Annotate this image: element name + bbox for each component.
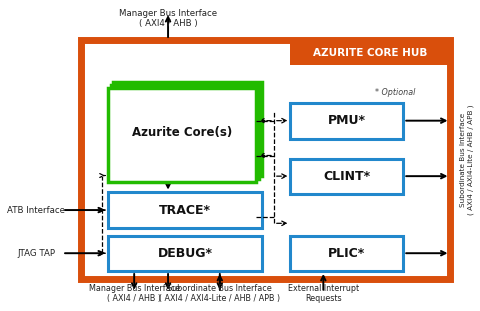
Text: PLIC*: PLIC* <box>328 247 365 260</box>
FancyBboxPatch shape <box>290 40 450 65</box>
FancyBboxPatch shape <box>81 40 450 279</box>
FancyBboxPatch shape <box>113 81 262 175</box>
Text: CLINT*: CLINT* <box>324 170 371 183</box>
FancyBboxPatch shape <box>290 103 403 138</box>
Text: DEBUG*: DEBUG* <box>157 247 213 260</box>
Text: ATB Interface: ATB Interface <box>7 206 65 215</box>
Text: Subordinate Bus Interface
( AXI4 / AXI4-Lite / AHB / APB ): Subordinate Bus Interface ( AXI4 / AXI4-… <box>159 284 280 304</box>
Text: TRACE*: TRACE* <box>159 204 211 216</box>
Text: Azurite Core(s): Azurite Core(s) <box>132 126 232 139</box>
Text: Manager Bus Interface
( AXI4 / AHB ): Manager Bus Interface ( AXI4 / AHB ) <box>119 9 217 29</box>
FancyBboxPatch shape <box>111 85 259 179</box>
Text: Manager Bus Interface
( AXI4 / AHB ): Manager Bus Interface ( AXI4 / AHB ) <box>89 284 180 304</box>
FancyBboxPatch shape <box>108 193 262 228</box>
Text: * Optional: * Optional <box>375 88 416 97</box>
Text: AZURITE CORE HUB: AZURITE CORE HUB <box>313 48 428 58</box>
FancyBboxPatch shape <box>290 159 403 194</box>
FancyBboxPatch shape <box>290 236 403 271</box>
FancyBboxPatch shape <box>108 236 262 271</box>
FancyBboxPatch shape <box>108 88 256 182</box>
Text: Subordinate Bus Interface
( AXI4 / AXI4-Lite / AHB / APB ): Subordinate Bus Interface ( AXI4 / AXI4-… <box>460 105 474 216</box>
Text: PMU*: PMU* <box>328 114 366 127</box>
Text: External Interrupt
Requests: External Interrupt Requests <box>288 284 359 304</box>
Text: JTAG TAP: JTAG TAP <box>17 249 55 258</box>
